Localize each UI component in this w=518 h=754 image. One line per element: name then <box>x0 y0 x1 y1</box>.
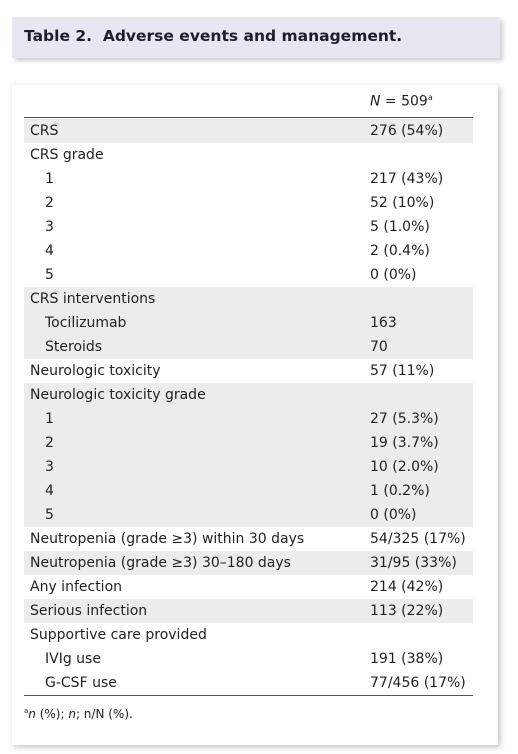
table-row: CRS interventions <box>24 287 473 311</box>
table-row: CRS 276 (54%) <box>24 119 473 143</box>
row-label: CRS grade <box>30 147 104 163</box>
table-row: Supportive care provided <box>24 623 473 647</box>
table-row: Tocilizumab 163 <box>24 311 473 335</box>
table-row: Any infection 214 (42%) <box>24 575 473 599</box>
column-header: N = 509a <box>370 93 433 110</box>
row-label: Any infection <box>30 579 123 595</box>
row-label: 3 <box>45 459 54 475</box>
row-label: Neutropenia (grade ≥3) 30–180 days <box>30 555 291 571</box>
footnote: an (%); n; n/N (%). <box>24 707 133 721</box>
table-row: CRS grade <box>24 143 473 167</box>
title-box: Table 2. Adverse events and management. <box>12 17 500 58</box>
n-footnote-marker: a <box>427 93 433 102</box>
table-row: 3 10 (2.0%) <box>24 455 473 479</box>
row-label: 4 <box>45 483 54 499</box>
table-row: 1 217 (43%) <box>24 167 473 191</box>
row-value: 113 (22%) <box>370 603 444 619</box>
row-label: 1 <box>45 411 54 427</box>
row-label: Neurologic toxicity <box>30 363 161 379</box>
row-label: CRS interventions <box>30 291 156 307</box>
table-row: Serious infection 113 (22%) <box>24 599 473 623</box>
footnote-marker: a <box>24 707 29 715</box>
row-label: Serious infection <box>30 603 148 619</box>
row-label: Neutropenia (grade ≥3) within 30 days <box>30 531 305 547</box>
row-label: CRS <box>30 123 59 139</box>
table-row: Neurologic toxicity grade <box>24 383 473 407</box>
table-row: 1 27 (5.3%) <box>24 407 473 431</box>
footnote-part: ; n/N (%). <box>75 707 133 721</box>
table-row: Neutropenia (grade ≥3) within 30 days 54/… <box>24 527 473 551</box>
row-value: 0 (0%) <box>370 267 417 283</box>
n-value: = 509 <box>380 93 428 110</box>
footnote-part: n <box>68 707 76 721</box>
footnote-part: (%); <box>35 707 69 721</box>
row-value: 214 (42%) <box>370 579 444 595</box>
row-label: 4 <box>45 243 54 259</box>
header-rule <box>24 117 473 118</box>
row-label: Neurologic toxicity grade <box>30 387 206 403</box>
row-label: Tocilizumab <box>45 315 127 331</box>
row-value: 57 (11%) <box>370 363 435 379</box>
table-row: Neutropenia (grade ≥3) 30–180 days 31/95 … <box>24 551 473 575</box>
n-symbol: N <box>370 93 381 110</box>
table-row: Neurologic toxicity 57 (11%) <box>24 359 473 383</box>
row-label: 5 <box>45 507 54 523</box>
row-value: 27 (5.3%) <box>370 411 439 427</box>
row-value: 31/95 (33%) <box>370 555 457 571</box>
row-value: 1 (0.2%) <box>370 483 430 499</box>
row-label: G-CSF use <box>45 675 117 691</box>
row-label: 2 <box>45 195 54 211</box>
table-row: G-CSF use 77/456 (17%) <box>24 671 473 695</box>
bottom-rule <box>24 695 473 696</box>
table-card: N = 509a an (%); n; n/N (%). CRS 276 (54%… <box>12 85 498 745</box>
row-value: 77/456 (17%) <box>370 675 466 691</box>
footnote-part: n <box>28 707 36 721</box>
row-value: 19 (3.7%) <box>370 435 439 451</box>
row-value: 191 (38%) <box>370 651 444 667</box>
row-value: 52 (10%) <box>370 195 435 211</box>
table-row: Steroids 70 <box>24 335 473 359</box>
row-value: 0 (0%) <box>370 507 417 523</box>
table-row: 3 5 (1.0%) <box>24 215 473 239</box>
row-value: 10 (2.0%) <box>370 459 439 475</box>
table-title: Table 2. Adverse events and management. <box>24 27 403 45</box>
table-row: 5 0 (0%) <box>24 263 473 287</box>
row-value: 217 (43%) <box>370 171 444 187</box>
row-label: 3 <box>45 219 54 235</box>
row-value: 276 (54%) <box>370 123 444 139</box>
row-value: 54/325 (17%) <box>370 531 466 547</box>
row-label: 2 <box>45 435 54 451</box>
row-value: 70 <box>370 339 388 355</box>
row-value: 5 (1.0%) <box>370 219 430 235</box>
row-label: Steroids <box>45 339 103 355</box>
row-label: 5 <box>45 267 54 283</box>
table-row: 4 2 (0.4%) <box>24 239 473 263</box>
row-label: 1 <box>45 171 54 187</box>
row-value: 2 (0.4%) <box>370 243 430 259</box>
table-row: 2 19 (3.7%) <box>24 431 473 455</box>
row-label: IVIg use <box>45 651 101 667</box>
table-row: 4 1 (0.2%) <box>24 479 473 503</box>
table-row: 5 0 (0%) <box>24 503 473 527</box>
row-value: 163 <box>370 315 397 331</box>
row-label: Supportive care provided <box>30 627 207 643</box>
table-row: 2 52 (10%) <box>24 191 473 215</box>
table-row: IVIg use 191 (38%) <box>24 647 473 671</box>
